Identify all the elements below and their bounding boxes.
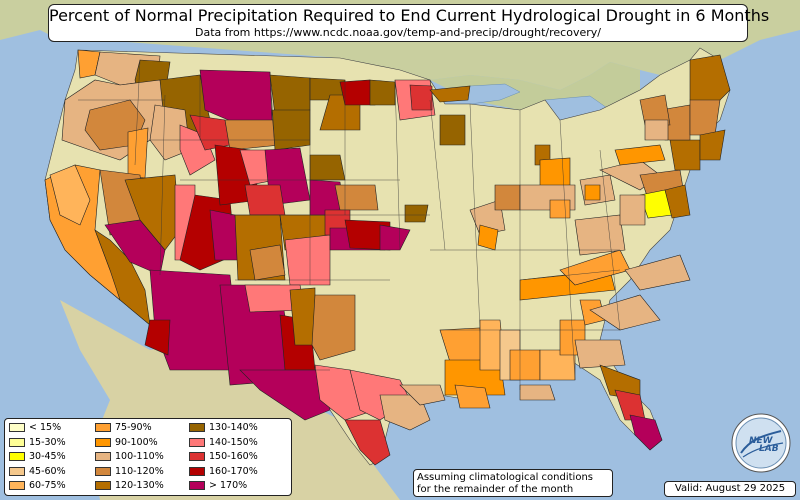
legend-item: 110-120% <box>95 466 164 478</box>
legend-label: 130-140% <box>209 422 258 433</box>
legend-item: 60-75% <box>9 480 66 492</box>
legend-swatch <box>95 437 111 447</box>
valid-date: Valid: August 29 2025 <box>664 481 796 497</box>
legend-item: 140-150% <box>189 437 258 449</box>
legend-swatch <box>189 423 205 432</box>
legend-label: 150-160% <box>209 451 258 462</box>
logo-text-top: NEW <box>749 436 774 446</box>
legend-label: 90-100% <box>115 436 158 448</box>
logo-text-bottom: LAB <box>759 444 779 454</box>
legend-item: 30-45% <box>9 451 66 463</box>
map-title: Percent of Normal Precipitation Required… <box>49 6 770 25</box>
legend-item: 160-170% <box>189 466 258 478</box>
legend-swatch <box>95 466 111 476</box>
legend-label: 75-90% <box>115 422 152 433</box>
legend-label: 45-60% <box>29 465 66 477</box>
legend-item: > 170% <box>189 480 247 492</box>
legend-label: 160-170% <box>209 465 258 477</box>
baja-land <box>100 330 150 445</box>
legend-item: 120-130% <box>95 480 164 492</box>
legend-label: > 170% <box>209 480 248 491</box>
legend-label: 30-45% <box>29 451 66 462</box>
legend-item: 45-60% <box>9 466 66 478</box>
assumption-note: Assuming climatological conditions for t… <box>413 469 613 497</box>
legend-item: < 15% <box>9 422 61 434</box>
drought-regions <box>44 49 731 466</box>
legend-swatch <box>9 466 25 476</box>
legend-label: 110-120% <box>115 465 164 477</box>
legend-item: 75-90% <box>95 422 152 434</box>
legend-swatch <box>95 481 111 490</box>
newlab-logo-icon: NEW LAB <box>731 413 791 473</box>
legend-swatch <box>95 423 111 432</box>
legend-item: 15-30% <box>9 437 66 449</box>
legend-swatch <box>9 452 25 461</box>
legend-label: 60-75% <box>29 480 66 491</box>
legend-item: 150-160% <box>189 451 258 463</box>
legend-swatch <box>95 452 111 461</box>
legend-label: 120-130% <box>115 480 164 491</box>
map-subtitle: Data from https://www.ncdc.noaa.gov/temp… <box>195 26 601 39</box>
note-line-1: Assuming climatological conditions <box>417 472 593 483</box>
title-box: Percent of Normal Precipitation Required… <box>48 4 770 42</box>
legend: < 15% 15-30% 30-45% 45-60% 60-75% 75-90% 90-10… <box>4 418 292 496</box>
legend-item: 100-110% <box>95 451 164 463</box>
note-line-2: for the remainder of the month <box>417 484 574 495</box>
legend-swatch <box>189 437 205 447</box>
legend-label: 140-150% <box>209 436 258 448</box>
state-borders <box>78 59 621 390</box>
legend-swatch <box>189 452 205 461</box>
legend-item: 130-140% <box>189 422 258 434</box>
legend-label: 15-30% <box>29 436 66 448</box>
legend-swatch <box>189 481 205 490</box>
legend-label: < 15% <box>29 422 62 433</box>
legend-swatch <box>9 481 25 490</box>
legend-swatch <box>9 423 25 432</box>
legend-label: 100-110% <box>115 451 164 462</box>
legend-swatch <box>9 437 25 447</box>
legend-item: 90-100% <box>95 437 158 449</box>
legend-swatch <box>189 466 205 476</box>
